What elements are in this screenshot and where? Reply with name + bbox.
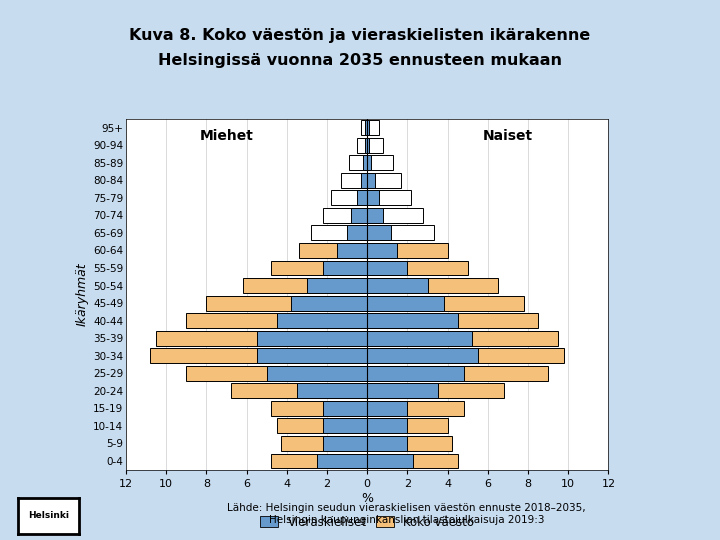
Text: Naiset: Naiset	[483, 130, 533, 143]
Bar	[367, 383, 504, 399]
Bar	[266, 366, 367, 381]
Bar	[271, 454, 367, 469]
Bar	[367, 313, 538, 328]
Bar	[367, 208, 423, 223]
Bar	[150, 348, 367, 363]
Bar	[363, 155, 367, 170]
Bar	[307, 278, 367, 293]
Bar	[367, 155, 393, 170]
Bar	[367, 138, 369, 153]
Bar	[367, 138, 383, 153]
Bar	[156, 330, 367, 346]
Bar	[367, 155, 372, 170]
Bar	[357, 190, 367, 205]
Bar	[367, 208, 383, 223]
Bar	[367, 260, 408, 275]
Bar	[341, 173, 367, 188]
Bar	[323, 418, 367, 434]
Bar	[367, 173, 375, 188]
Bar	[347, 225, 367, 240]
Bar	[351, 208, 367, 223]
Bar	[367, 454, 413, 469]
Bar	[367, 383, 438, 399]
Bar	[367, 120, 379, 135]
Bar	[361, 173, 367, 188]
Bar	[367, 295, 444, 310]
Bar	[271, 260, 367, 275]
Bar	[367, 190, 411, 205]
Bar	[367, 401, 464, 416]
Bar	[361, 120, 367, 135]
Bar	[367, 436, 408, 451]
Bar	[323, 436, 367, 451]
Text: Miehet: Miehet	[199, 130, 253, 143]
Bar	[276, 418, 367, 434]
Bar	[365, 138, 367, 153]
Bar	[367, 401, 408, 416]
Bar	[281, 436, 367, 451]
Bar	[367, 418, 448, 434]
Bar	[337, 243, 367, 258]
Bar	[367, 418, 408, 434]
Bar	[317, 454, 367, 469]
Bar	[207, 295, 367, 310]
Bar	[367, 330, 558, 346]
Bar	[323, 208, 367, 223]
Bar	[311, 225, 367, 240]
Bar	[367, 295, 524, 310]
Bar	[367, 190, 379, 205]
Bar	[367, 243, 397, 258]
Bar	[367, 330, 472, 346]
Text: Helsinki: Helsinki	[28, 511, 69, 521]
Bar	[323, 401, 367, 416]
Bar	[291, 295, 367, 310]
Bar	[186, 313, 367, 328]
Bar	[367, 454, 458, 469]
Bar	[367, 313, 458, 328]
Bar	[276, 313, 367, 328]
Bar	[367, 243, 448, 258]
Bar	[367, 225, 433, 240]
Bar	[367, 436, 451, 451]
Bar	[367, 120, 369, 135]
Bar	[357, 138, 367, 153]
Bar	[230, 383, 367, 399]
Bar	[271, 401, 367, 416]
Bar	[331, 190, 367, 205]
Bar	[367, 225, 392, 240]
Bar	[243, 278, 367, 293]
Bar	[323, 260, 367, 275]
Bar	[297, 383, 367, 399]
Legend: Vieraskieliset, Koko väesto: Vieraskieliset, Koko väesto	[257, 512, 477, 532]
Bar	[367, 366, 464, 381]
Bar	[367, 278, 428, 293]
Bar	[367, 173, 401, 188]
Bar	[365, 120, 367, 135]
Text: Kuva 8. Koko väestön ja vieraskielisten ikärakenne: Kuva 8. Koko väestön ja vieraskielisten …	[130, 28, 590, 43]
Bar	[299, 243, 367, 258]
Text: Helsingissä vuonna 2035 ennusteen mukaan: Helsingissä vuonna 2035 ennusteen mukaan	[158, 53, 562, 68]
Bar	[186, 366, 367, 381]
X-axis label: %: %	[361, 491, 373, 504]
Bar	[367, 348, 478, 363]
Bar	[367, 348, 564, 363]
Bar	[349, 155, 367, 170]
Bar	[367, 278, 498, 293]
Bar	[367, 260, 468, 275]
Bar	[367, 366, 548, 381]
Text: Lähde: Helsingin seudun vieraskielisen väestön ennuste 2018–2035,
Helsingin kaup: Lähde: Helsingin seudun vieraskielisen v…	[228, 503, 586, 525]
Y-axis label: Ikäryhmät: Ikäryhmät	[76, 262, 89, 326]
Bar	[256, 348, 367, 363]
Bar	[256, 330, 367, 346]
